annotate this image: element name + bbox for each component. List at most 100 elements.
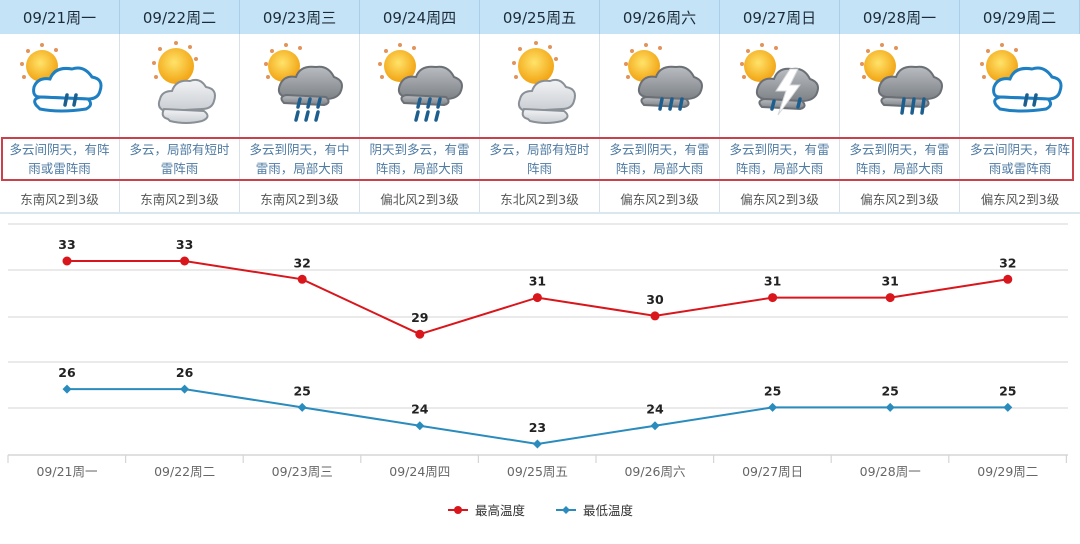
description-line: 阴天到多云，有雷	[369, 142, 470, 157]
date-cell: 09/22周二	[120, 0, 240, 34]
weather-icon-cell	[600, 34, 720, 134]
wind-cell: 偏东风2到3级	[600, 184, 720, 212]
low-temp-marker-icon	[556, 505, 576, 514]
legend-item-high[interactable]: 最高温度	[447, 500, 525, 519]
weather-icon-cell	[360, 34, 480, 134]
x-axis-tick-label: 09/22周二	[154, 464, 215, 479]
data-point[interactable]	[650, 311, 660, 321]
date-cell: 09/23周三	[240, 0, 360, 34]
wind-cell: 偏北风2到3级	[360, 184, 480, 212]
data-label: 25	[881, 383, 898, 398]
description-line: 阵雨，局部大雨	[375, 161, 464, 176]
date-header-row: 09/21周一 09/22周二 09/23周三 09/24周四 09/25周五 …	[0, 0, 1080, 34]
legend-label-high: 最高温度	[474, 503, 525, 518]
weather-icon-cell	[480, 34, 600, 134]
description-cell: 多云到阴天，有雷 阵雨，局部大雨	[840, 134, 960, 184]
data-point[interactable]	[768, 293, 778, 303]
data-point[interactable]	[62, 384, 72, 394]
data-label: 32	[293, 255, 310, 270]
data-point[interactable]	[62, 256, 72, 266]
data-point[interactable]	[885, 293, 895, 303]
x-axis-tick-label: 09/26周六	[624, 464, 685, 479]
data-point[interactable]	[297, 274, 307, 284]
wind-cell: 偏东风2到3级	[840, 184, 960, 212]
data-point[interactable]	[768, 402, 778, 412]
data-label: 31	[881, 274, 898, 289]
data-label: 30	[646, 292, 664, 307]
description-line: 多云，局部有短时	[489, 142, 590, 157]
temperature-chart: 09/21周一 09/22周二 09/23周三 09/24周四 09/25周五 09/26…	[0, 212, 1080, 544]
description-cell: 多云，局部有短时 阵雨	[480, 134, 600, 184]
data-label: 26	[58, 365, 76, 380]
data-point[interactable]	[415, 421, 425, 431]
description-line: 雨或雷阵雨	[988, 161, 1052, 176]
sun-rain-icon	[623, 43, 703, 111]
data-point[interactable]	[180, 256, 190, 266]
description-line: 多云到阴天，有雷	[609, 142, 710, 157]
low-temp-line	[67, 388, 1008, 446]
data-point[interactable]	[180, 384, 190, 394]
legend-item-low[interactable]: 最低温度	[555, 500, 633, 519]
weather-icon-cell	[960, 34, 1080, 134]
x-axis-tick-label: 09/24周四	[389, 464, 450, 479]
sun-thunderstorm-icon	[739, 43, 819, 116]
date-cell: 09/25周五	[480, 0, 600, 34]
data-label: 29	[411, 310, 428, 325]
date-cell: 09/24周四	[360, 0, 480, 34]
date-cell: 09/28周一	[840, 0, 960, 34]
partly-cloudy-shower-icon	[19, 43, 102, 113]
wind-cell: 偏东风2到3级	[720, 184, 840, 212]
high-temp-marker-icon	[447, 505, 468, 514]
sun-rain-icon	[859, 43, 943, 115]
weather-icon-cell	[720, 34, 840, 134]
data-label: 25	[999, 383, 1016, 398]
description-line: 多云到阴天，有雷	[729, 142, 830, 157]
data-label: 31	[764, 274, 781, 289]
description-line: 多云到阴天，有雷	[849, 142, 950, 157]
weather-icon-cell	[120, 34, 240, 134]
description-cell: 多云，局部有短时 雷阵雨	[120, 134, 240, 184]
wind-cell: 偏东风2到3级	[980, 191, 1060, 207]
description-line: 雷阵雨	[160, 161, 199, 176]
date-cell: 09/29周二	[960, 0, 1080, 34]
legend-label-low: 最低温度	[583, 503, 634, 518]
data-label: 23	[529, 420, 546, 435]
data-label: 33	[58, 237, 75, 252]
data-point[interactable]	[532, 439, 542, 449]
chart-legend[interactable]: 最高温度 最低温度	[0, 500, 1080, 519]
description-line: 阵雨，局部大雨	[735, 161, 824, 176]
date-cell: 09/27周日	[720, 0, 840, 34]
wind-cell: 东南风2到3级	[0, 184, 120, 212]
date-cell: 09/26周六	[600, 0, 720, 34]
description-line: 阵雨	[526, 161, 552, 176]
description-cell: 多云间阴天，有阵 雨或雷阵雨	[0, 134, 120, 184]
wind-row: 东南风2到3级 东南风2到3级 东南风2到3级 偏北风2到3级 东北风2到3级 …	[0, 184, 1080, 214]
data-label: 24	[646, 402, 664, 417]
data-point[interactable]	[297, 402, 307, 412]
data-label: 25	[764, 383, 781, 398]
weather-icon-cell	[240, 34, 360, 134]
data-point[interactable]	[885, 402, 895, 412]
data-label: 33	[176, 237, 193, 252]
description-line: 多云间阴天，有阵	[9, 142, 110, 157]
description-cell: 多云间阴天，有阵 雨或雷阵雨	[960, 134, 1080, 184]
x-axis-tick-label: 09/21周一	[36, 464, 97, 479]
data-point[interactable]	[532, 293, 542, 303]
data-point[interactable]	[650, 421, 660, 431]
data-point[interactable]	[1003, 274, 1013, 284]
x-axis-tick-label: 09/23周三	[272, 464, 333, 479]
partly-cloudy-icon	[151, 41, 216, 124]
weather-description-row: 多云间阴天，有阵 雨或雷阵雨 多云，局部有短时 雷阵雨 多云到阴天，有中 雷雨，局部大…	[0, 134, 1080, 184]
date-cell: 09/21周一	[0, 0, 120, 34]
partly-cloudy-shower-icon	[980, 43, 1063, 113]
data-label: 31	[529, 274, 546, 289]
weather-icon-cell	[840, 34, 960, 134]
weather-icon-row	[0, 34, 1080, 134]
partly-cloudy-icon	[511, 41, 576, 124]
data-point[interactable]	[415, 329, 425, 339]
sun-heavy-rain-icon	[263, 43, 343, 122]
data-point[interactable]	[1003, 402, 1013, 412]
temperature-line-chart: 09/21周一 09/22周二 09/23周三 09/24周四 09/25周五 09/26…	[7, 223, 1068, 479]
description-line: 多云，局部有短时	[129, 142, 230, 157]
description-line: 多云到阴天，有中	[249, 142, 350, 157]
